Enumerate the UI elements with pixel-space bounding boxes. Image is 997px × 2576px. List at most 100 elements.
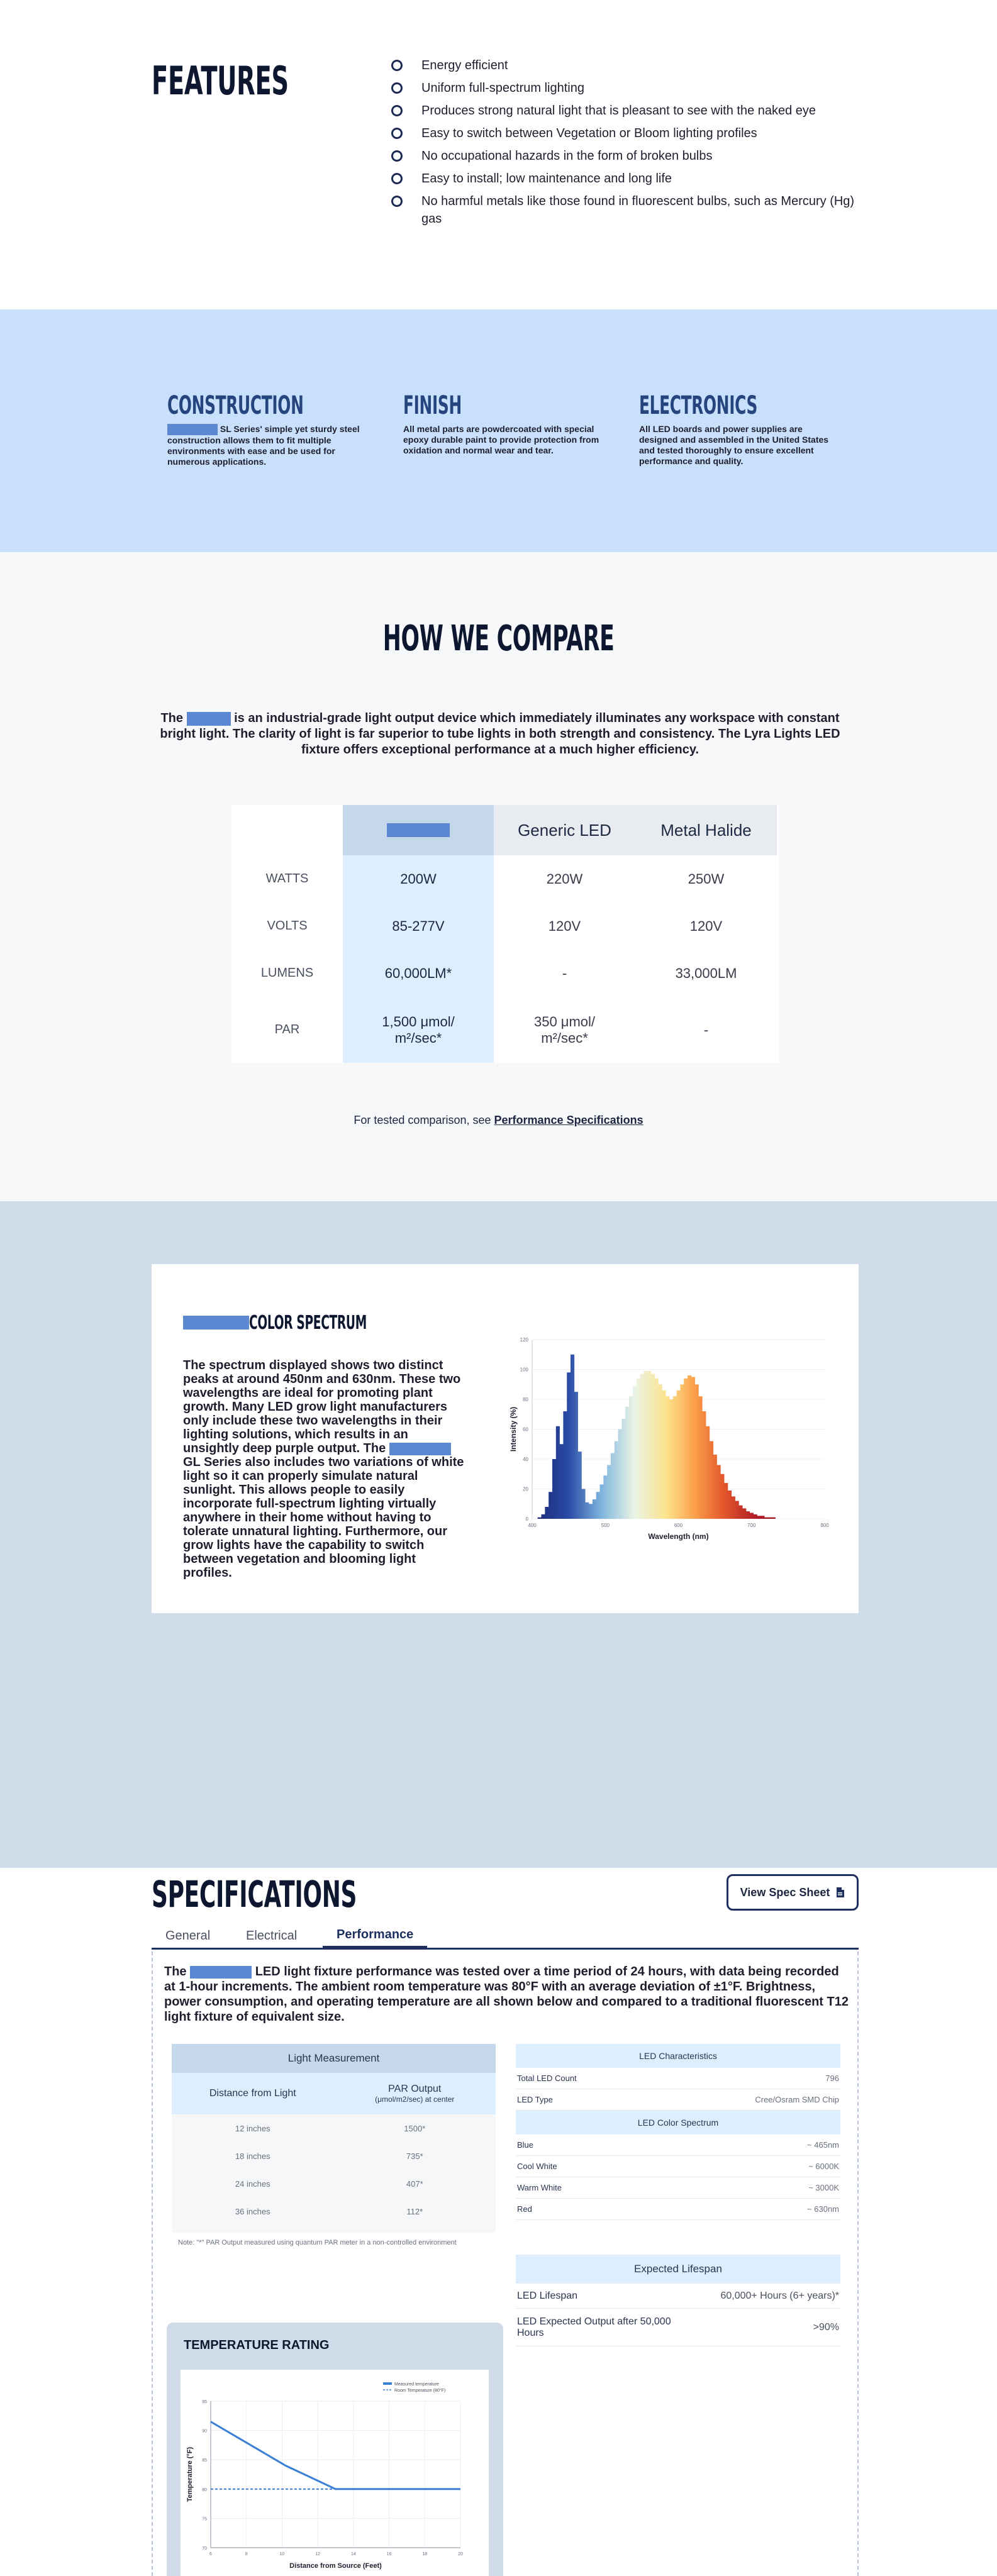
spectrum-bar xyxy=(738,1505,743,1519)
x-tick-label: 12 xyxy=(315,2552,320,2557)
x-tick-label: 18 xyxy=(422,2552,427,2557)
x-tick-label: 6 xyxy=(209,2552,212,2557)
temperature-rating-title: TEMPERATURE RATING xyxy=(184,2338,330,2352)
spectrum-bar xyxy=(666,1396,670,1519)
document-icon xyxy=(837,1887,845,1897)
spectrum-bar xyxy=(676,1390,681,1519)
feature-item: Produces strong natural light that is pl… xyxy=(390,102,855,119)
y-tick-label: 75 xyxy=(202,2517,207,2521)
y-tick-label: 60 xyxy=(523,1427,528,1433)
y-tick-label: 120 xyxy=(520,1337,529,1343)
table-row: LED Expected Output after 50,000 Hours >9… xyxy=(516,2309,840,2346)
spectrum-bar xyxy=(727,1490,732,1519)
x-tick-label: 16 xyxy=(387,2552,392,2557)
spectrum-bar xyxy=(684,1378,688,1519)
y-tick-label: 80 xyxy=(202,2488,207,2492)
specifications-section: SPECIFICATIONS View Spec Sheet General E… xyxy=(0,1868,997,2576)
y-tick-label: 100 xyxy=(520,1367,529,1373)
finish-text: All metal parts are powdercoated with sp… xyxy=(403,424,599,455)
construction-band: CONSTRUCTION SL Series' simple yet sturd… xyxy=(0,309,997,552)
y-tick-label: 40 xyxy=(523,1457,528,1462)
spectrum-bar xyxy=(577,1452,582,1519)
spectrum-chart: 0 20 40 60 80 100 120 400 500 600 700 800 Wavelength… xyxy=(507,1333,834,1547)
y-axis-label: Temperature (°F) xyxy=(186,2447,194,2502)
spectrum-bar xyxy=(589,1504,593,1519)
spectrum-bar xyxy=(567,1372,571,1519)
ours-column-header xyxy=(343,805,494,855)
spectrum-bar xyxy=(713,1454,717,1519)
spectrum-bar xyxy=(694,1384,699,1519)
spectrum-bar xyxy=(716,1465,721,1519)
brand-name-redacted xyxy=(167,424,218,436)
spectrum-bar xyxy=(650,1374,655,1519)
spectrum-bar xyxy=(691,1377,695,1519)
tab-general[interactable]: General xyxy=(165,1928,211,1943)
spectrum-bar xyxy=(603,1475,608,1519)
spectrum-bar xyxy=(581,1489,586,1519)
table-row: Warm White ~ 3000K xyxy=(516,2177,840,2199)
feature-item: Uniform full-spectrum lighting xyxy=(390,79,855,97)
tab-electrical[interactable]: Electrical xyxy=(246,1928,298,1943)
spectrum-bar xyxy=(596,1492,600,1519)
spectrum-bar xyxy=(643,1370,648,1519)
spectrum-bar xyxy=(618,1429,622,1519)
circle-bullet-icon xyxy=(391,128,403,139)
circle-bullet-icon xyxy=(391,196,403,207)
circle-bullet-icon xyxy=(391,173,403,184)
spectrum-bar xyxy=(559,1444,564,1519)
expected-lifespan-table: Expected Lifespan LED Lifespan 60,000+ Ho… xyxy=(516,2255,840,2346)
comparison-table: Generic LED Metal Halide WATTS 200W 220W 25… xyxy=(231,805,779,1063)
brand-name-redacted xyxy=(186,711,231,726)
tab-performance[interactable]: Performance xyxy=(323,1923,428,1948)
temperature-rating-card: TEMPERATURE RATING 70 75 80 85 90 95 6 8 10 12 14 1… xyxy=(167,2323,503,2576)
spectrum-bar xyxy=(757,1516,761,1519)
electronics-title: ELECTRONICS xyxy=(639,391,758,420)
spectrum-bar xyxy=(771,1517,776,1519)
performance-intro: The LED light fixture performance was te… xyxy=(164,1965,849,2024)
par-cell: 735* xyxy=(406,2151,423,2161)
par-note: Note: "*" PAR Output measured using quan… xyxy=(178,2239,457,2246)
features-section: FEATURES Energy efficient Uniform full-sp… xyxy=(0,0,997,309)
y-tick-label: 20 xyxy=(523,1487,528,1492)
par-cell: 1500* xyxy=(404,2123,426,2133)
column-header-distance: Distance from Light xyxy=(209,2088,296,2099)
table-row: 12 inches 1500* xyxy=(172,2114,496,2142)
distance-cell: 24 inches xyxy=(235,2179,270,2189)
spectrum-bar xyxy=(607,1465,611,1519)
feature-item: No occupational hazards in the form of b… xyxy=(390,147,855,165)
spectrum-bar xyxy=(610,1453,615,1519)
distance-cell: 36 inches xyxy=(235,2206,270,2216)
generic-led-value: - xyxy=(562,965,567,981)
led-characteristics-table: LED Characteristics Total LED Count 796 LE… xyxy=(516,2044,840,2220)
performance-panel: The LED light fixture performance was te… xyxy=(152,1951,859,2576)
spectrum-bar xyxy=(680,1384,684,1519)
metal-halide-value: 120V xyxy=(689,918,723,934)
spectrum-bar xyxy=(764,1517,769,1519)
y-tick-label: 80 xyxy=(523,1397,528,1402)
y-axis-label: Intensity (%) xyxy=(509,1407,518,1452)
spectrum-bar xyxy=(709,1441,714,1519)
view-spec-sheet-button[interactable]: View Spec Sheet xyxy=(727,1874,859,1911)
table-row: 18 inches 735* xyxy=(172,2142,496,2170)
spectrum-bar xyxy=(629,1396,633,1519)
spectrum-bar xyxy=(720,1474,725,1519)
construction-text: SL Series' simple yet sturdy steel const… xyxy=(167,424,360,467)
spectrum-bar xyxy=(688,1375,692,1519)
table-row: Blue ~ 465nm xyxy=(516,2135,840,2156)
spectrum-bar xyxy=(749,1513,754,1519)
spectrum-text: The spectrum displayed shows two distinc… xyxy=(183,1358,464,1580)
spectrum-bar xyxy=(552,1459,557,1519)
x-axis-label: Distance from Source (Feet) xyxy=(289,2562,382,2570)
led-color-spectrum-title: LED Color Spectrum xyxy=(516,2111,840,2135)
table-row: Cool White ~ 6000K xyxy=(516,2156,840,2177)
distance-cell: 12 inches xyxy=(235,2123,270,2133)
spectrum-section: COLOR SPECTRUM The spectrum displayed sh… xyxy=(0,1201,997,1868)
spectrum-bar xyxy=(563,1411,567,1519)
spectrum-bar xyxy=(647,1370,652,1519)
feature-item: Easy to install; low maintenance and lon… xyxy=(390,170,855,187)
circle-bullet-icon xyxy=(391,105,403,116)
ours-value: 60,000LM* xyxy=(343,950,494,997)
x-tick-label: 10 xyxy=(280,2552,285,2557)
performance-specifications-link[interactable]: Performance Specifications xyxy=(494,1114,643,1126)
x-tick-label: 400 xyxy=(528,1523,537,1528)
